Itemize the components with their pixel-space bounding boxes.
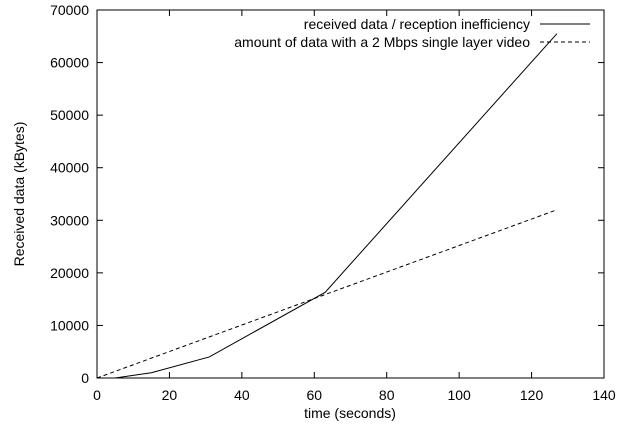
y-tick-label: 30000: [50, 212, 89, 228]
y-axis-title: Received data (kBytes): [11, 122, 27, 267]
x-tick-label: 60: [306, 387, 322, 403]
legend-label-series-1: received data / reception inefficiency: [304, 16, 530, 32]
x-tick-labels: 0 20 40 60 80 100 120 140: [93, 387, 616, 403]
x-axis-title: time (seconds): [304, 405, 396, 421]
legend: received data / reception inefficiency a…: [234, 16, 590, 50]
y-tick-label: 40000: [50, 160, 89, 176]
x-tick-label: 20: [162, 387, 178, 403]
x-tick-label: 140: [592, 387, 616, 403]
plot-frame: [96, 9, 605, 379]
x-tick-label: 80: [379, 387, 395, 403]
y-tick-label: 10000: [50, 317, 89, 333]
y-tick-labels: 0 10000 20000 30000 40000 50000 60000 70000: [50, 2, 89, 386]
y-tick-label: 50000: [50, 107, 89, 123]
x-tick-label: 120: [520, 387, 544, 403]
series-line-1: [97, 33, 558, 379]
y-tick-label: 20000: [50, 265, 89, 281]
axis-ticks: [96, 9, 605, 379]
x-tick-label: 0: [93, 387, 101, 403]
x-tick-label: 40: [234, 387, 250, 403]
y-tick-label: 60000: [50, 55, 89, 71]
series-line-2: [96, 209, 558, 379]
legend-label-series-2: amount of data with a 2 Mbps single laye…: [234, 34, 530, 50]
x-tick-label: 100: [447, 387, 471, 403]
series-lines: [96, 33, 558, 379]
y-tick-label: 0: [81, 370, 89, 386]
y-tick-label: 70000: [50, 2, 89, 18]
